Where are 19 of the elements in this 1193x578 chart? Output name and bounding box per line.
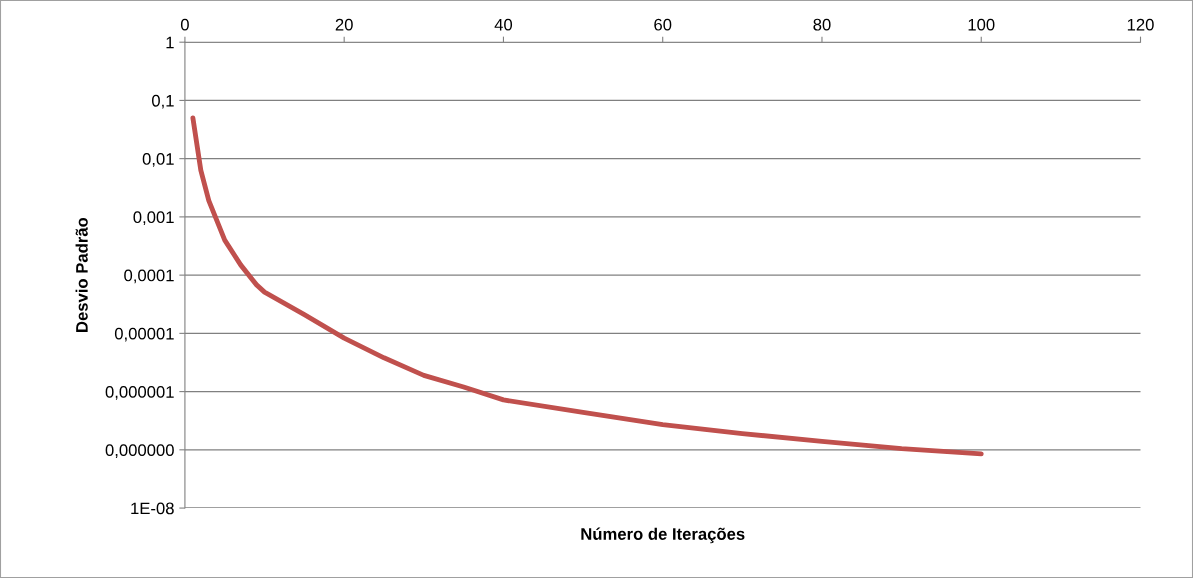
x-tick-label: 80 xyxy=(813,18,831,31)
y-tick-label: 0,00001 xyxy=(114,327,174,342)
x-tick-label: 60 xyxy=(654,18,672,31)
y-tick-label: 0,000001 xyxy=(105,386,174,400)
y-tick-label: 0,000000 xyxy=(105,444,174,458)
y-tick-label: 0,1 xyxy=(151,94,174,109)
x-tick-label: 120 xyxy=(1127,18,1154,31)
y-tick-label: 0,001 xyxy=(133,211,174,226)
x-tick-label: 20 xyxy=(335,18,353,31)
x-tick-label: 0 xyxy=(180,18,189,31)
x-axis-title: Número de Iterações xyxy=(581,527,745,544)
y-tick-label: 1E-08 xyxy=(131,502,174,515)
x-tick-label: 40 xyxy=(494,18,513,31)
y-axis-title: Desvio Padrão xyxy=(75,217,88,332)
line-series xyxy=(190,115,984,457)
y-tick-label: 0,01 xyxy=(142,153,174,167)
y-tick-label: 0,0001 xyxy=(124,269,174,284)
y-tick-label: 1 xyxy=(166,36,174,49)
x-tick-label: 100 xyxy=(968,18,995,31)
